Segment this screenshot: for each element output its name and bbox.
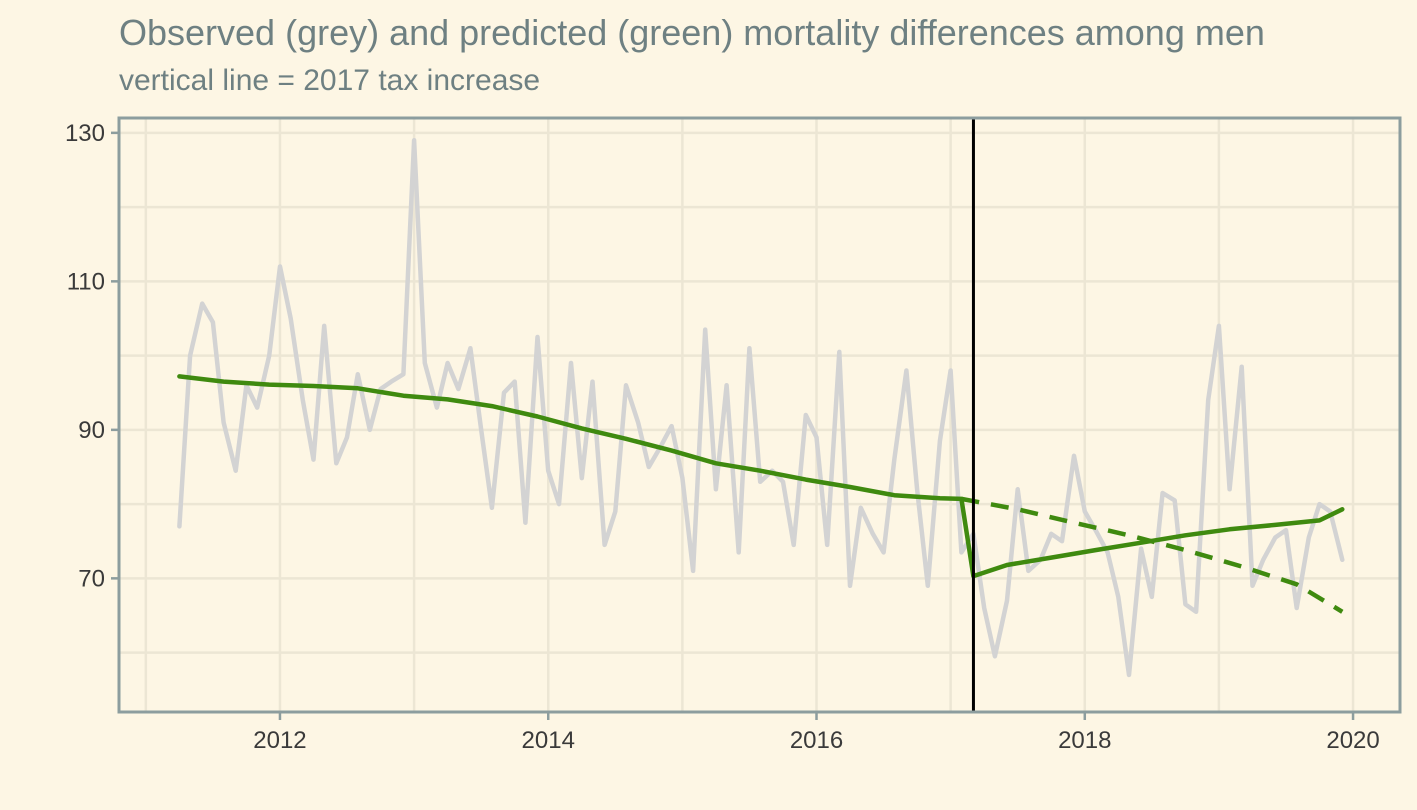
x-tick-label: 2012 [253,727,306,754]
observed-series-line [177,138,1345,678]
predicted-series-line [177,374,1345,579]
x-tick-label: 2020 [1326,727,1379,754]
x-tick-label: 2018 [1058,727,1111,754]
gridlines [119,118,1400,712]
y-tick-label: 90 [78,417,105,444]
y-tick-label: 110 [67,268,105,295]
chart-subtitle: vertical line = 2017 tax increase [119,64,541,97]
x-tick-label: 2014 [522,727,575,754]
y-tick-label: 70 [78,565,105,592]
y-tick-label: 130 [65,120,105,147]
counterfactual-series-line [960,496,1344,614]
chart-title: Observed (grey) and predicted (green) mo… [119,12,1265,53]
x-tick-label: 2016 [790,727,843,754]
series-lines [177,138,1345,678]
axes: 70 90 110 130 2012 2014 2016 2018 2020 [65,120,1380,754]
panel-border [117,116,1402,714]
